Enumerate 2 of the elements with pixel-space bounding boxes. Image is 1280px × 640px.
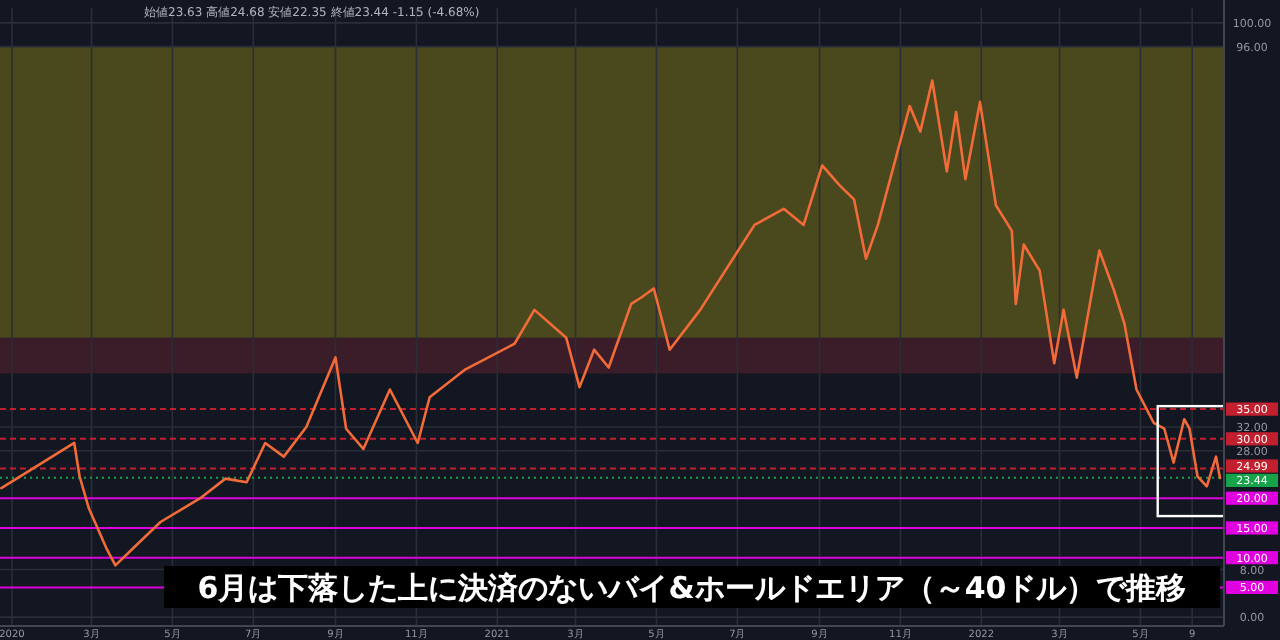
text: 6月は下落した上に決済のないバイ&ホールドエリア（～40ドル）で推移	[197, 570, 1187, 606]
line-series	[0, 79, 1222, 567]
